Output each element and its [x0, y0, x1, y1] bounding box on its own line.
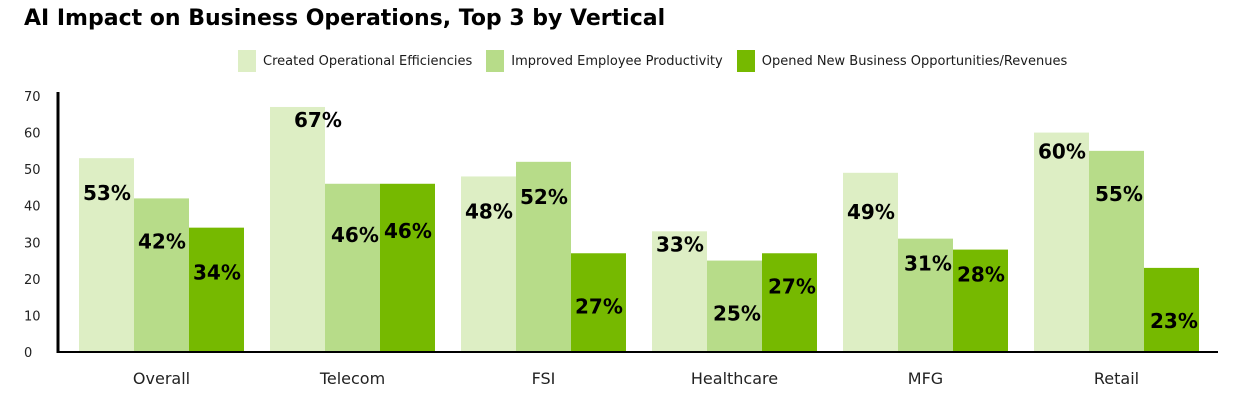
data-label: 42%	[138, 229, 186, 253]
bar	[134, 198, 189, 352]
legend-label-opportunities: Opened New Business Opportunities/Revenu…	[761, 53, 1068, 69]
bar	[189, 227, 244, 352]
bar	[652, 231, 707, 352]
x-category-label: Retail	[1094, 369, 1139, 388]
data-label: 49%	[847, 200, 895, 224]
legend-label-productivity: Improved Employee Productivity	[511, 53, 723, 69]
bar	[1089, 150, 1144, 352]
y-tick-label: 50	[24, 163, 41, 178]
data-label: 27%	[575, 294, 623, 318]
data-label: 25%	[713, 302, 761, 326]
data-label: 23%	[1150, 309, 1198, 333]
x-category-label: Overall	[133, 369, 190, 388]
bar	[1034, 132, 1089, 352]
bar	[461, 176, 516, 352]
legend-item-opportunities: Opened New Business Opportunities/Revenu…	[736, 50, 1068, 72]
bar	[79, 158, 134, 352]
data-label: 52%	[520, 185, 568, 209]
data-label: 46%	[331, 223, 379, 247]
y-tick-label: 20	[24, 273, 41, 288]
data-label: 48%	[465, 199, 513, 223]
x-category-label: FSI	[532, 369, 556, 388]
data-label: 60%	[1038, 140, 1086, 164]
chart-title: AI Impact on Business Operations, Top 3 …	[24, 6, 666, 31]
legend-swatch-opportunities	[736, 50, 755, 72]
data-label: 33%	[656, 232, 704, 256]
legend-label-efficiencies: Created Operational Efficiencies	[263, 53, 473, 69]
legend-item-efficiencies: Created Operational Efficiencies	[238, 50, 472, 72]
y-tick-label: 10	[24, 309, 41, 324]
bar	[707, 260, 762, 352]
y-tick-label: 30	[24, 236, 41, 251]
bar	[1144, 267, 1199, 352]
data-label: 67%	[294, 108, 342, 132]
bar	[898, 238, 953, 352]
bar	[953, 249, 1008, 352]
x-category-label: Telecom	[319, 369, 385, 388]
bar	[516, 161, 571, 352]
data-label: 31%	[904, 252, 952, 276]
legend-swatch-efficiencies	[238, 50, 256, 72]
y-tick-label: 40	[24, 200, 41, 215]
bar	[843, 172, 898, 352]
y-tick-label: 0	[24, 346, 32, 361]
bar	[325, 183, 380, 352]
legend-swatch-productivity	[486, 50, 505, 72]
data-label: 46%	[384, 219, 432, 243]
legend-item-productivity: Improved Employee Productivity	[486, 50, 723, 72]
data-label: 27%	[768, 274, 816, 298]
bar	[270, 106, 325, 352]
data-label: 34%	[193, 261, 241, 285]
y-tick-label: 60	[24, 127, 41, 142]
data-label: 28%	[957, 263, 1005, 287]
y-tick-label: 70	[24, 90, 41, 105]
chart-legend: Created Operational Efficiencies Improve…	[238, 50, 1067, 72]
bar	[571, 253, 626, 352]
x-category-label: Healthcare	[691, 369, 778, 388]
x-category-label: MFG	[908, 369, 943, 388]
bar	[762, 253, 817, 352]
bar	[380, 183, 435, 352]
data-label: 53%	[83, 181, 131, 205]
data-label: 55%	[1095, 182, 1143, 206]
